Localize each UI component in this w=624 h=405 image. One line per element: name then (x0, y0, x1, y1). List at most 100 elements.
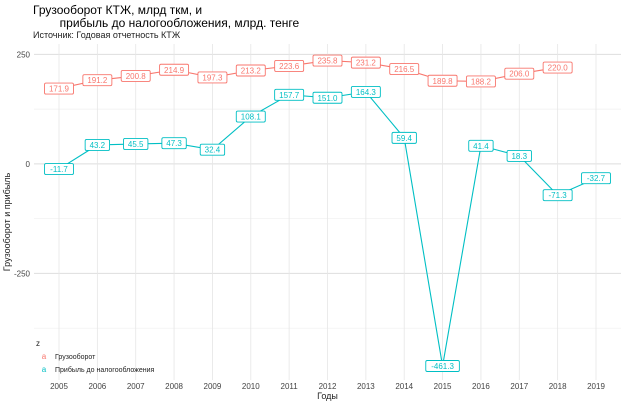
data-label: 151.0 (312, 91, 343, 104)
x-tick-label: 2010 (242, 382, 260, 391)
data-label-box (389, 63, 420, 76)
data-label-text: -11.7 (50, 165, 68, 174)
data-label-box (425, 360, 460, 372)
x-tick-label: 2013 (357, 382, 375, 391)
data-label-box (581, 172, 611, 185)
data-label: 59.4 (391, 131, 417, 144)
data-label: 214.9 (159, 63, 190, 76)
y-tick-label: -250 (14, 269, 31, 278)
legend-label: Прибыль до налогообложения (55, 366, 154, 374)
data-label-text: 188.2 (471, 77, 492, 86)
legend-label: Грузооборот (55, 353, 96, 361)
x-tick-label: 2015 (434, 382, 452, 391)
legend-title: z (36, 339, 40, 348)
data-label-text: 200.8 (126, 72, 147, 81)
data-label-text: -32.7 (587, 174, 606, 183)
data-label-box (159, 63, 190, 76)
data-label-text: 216.5 (394, 65, 415, 74)
data-label-text: 231.2 (356, 59, 377, 68)
data-label-box (197, 71, 228, 84)
x-tick-label: 2019 (587, 382, 605, 391)
x-tick-label: 2009 (204, 382, 222, 391)
data-label-box (274, 59, 305, 72)
data-label: 216.5 (389, 63, 420, 76)
data-label: -11.7 (44, 163, 74, 175)
data-label-box (504, 67, 535, 80)
data-label-text: -461.3 (431, 362, 454, 371)
data-label-box (542, 189, 573, 202)
data-label: 43.2 (84, 139, 111, 151)
data-label-text: 45.5 (128, 140, 144, 149)
x-tick-label: 2017 (510, 382, 528, 391)
data-label-box (235, 110, 266, 123)
x-tick-label: 2005 (50, 382, 68, 391)
data-label-text: -71.3 (549, 191, 568, 200)
data-label: 164.3 (350, 85, 381, 98)
data-label-text: 32.4 (205, 146, 221, 155)
data-label-text: 47.3 (166, 139, 182, 148)
data-label: 197.3 (197, 71, 228, 84)
data-label-box (161, 137, 187, 150)
data-label: 191.2 (82, 74, 113, 87)
data-label: -71.3 (542, 189, 573, 202)
data-label: 188.2 (465, 75, 496, 88)
data-label: -461.3 (425, 360, 460, 372)
legend-key: a (42, 365, 47, 374)
data-label: 231.2 (350, 56, 381, 69)
x-axis-title: Годы (317, 391, 338, 401)
data-label-text: 59.4 (396, 134, 412, 143)
data-label-box (44, 82, 74, 95)
data-label: 220.0 (542, 61, 573, 74)
data-label: 32.4 (199, 143, 226, 156)
data-label-box (427, 74, 458, 87)
data-label: 213.2 (235, 64, 266, 77)
data-label: 200.8 (120, 69, 151, 82)
data-label-text: 206.0 (509, 70, 530, 79)
data-label: 171.9 (44, 82, 74, 95)
data-label-box (506, 149, 532, 162)
data-label-text: 151.0 (317, 94, 338, 103)
data-label-text: 191.2 (87, 76, 108, 85)
x-tick-label: 2012 (319, 382, 337, 391)
data-label: -32.7 (581, 172, 611, 185)
data-label-text: 189.8 (433, 77, 454, 86)
data-label-box (235, 64, 266, 77)
data-label-box (465, 75, 496, 88)
data-label-box (123, 138, 149, 150)
data-label-text: 223.6 (279, 62, 300, 71)
data-label-text: 197.3 (202, 73, 223, 82)
y-axis-title: Грузооборот и прибыль (2, 172, 12, 271)
y-tick-label: 250 (17, 50, 31, 59)
x-tick-label: 2011 (281, 382, 299, 391)
data-label-box (274, 88, 305, 101)
data-label: 189.8 (427, 74, 458, 87)
data-label: 223.6 (274, 59, 305, 72)
data-label: 206.0 (504, 67, 535, 80)
data-label-text: 171.9 (49, 85, 70, 94)
x-tick-label: 2008 (165, 382, 183, 391)
x-tick-label: 2007 (127, 382, 145, 391)
data-label: 235.8 (312, 54, 343, 67)
data-label-text: 157.7 (279, 91, 300, 100)
data-label: 18.3 (506, 149, 532, 162)
x-tick-label: 2006 (88, 382, 106, 391)
data-label-text: 220.0 (548, 64, 569, 73)
data-label-box (312, 91, 343, 104)
data-label-box (350, 85, 381, 98)
x-tick-label: 2014 (395, 382, 413, 391)
data-label-box (468, 139, 494, 152)
data-label: 45.5 (123, 138, 149, 150)
data-label-box (350, 56, 381, 69)
data-label-box (84, 139, 111, 151)
data-label-text: 235.8 (317, 57, 338, 66)
data-label-text: 43.2 (90, 141, 106, 150)
y-tick-label: 0 (26, 160, 31, 169)
chart-subtitle: Источник: Годовая отчетность КТЖ (33, 30, 181, 40)
legend-key: a (42, 352, 47, 361)
data-label: 41.4 (468, 139, 494, 152)
data-label-box (199, 143, 226, 156)
data-label-text: 18.3 (511, 152, 527, 161)
data-label: 47.3 (161, 137, 187, 150)
data-label-box (542, 61, 573, 74)
